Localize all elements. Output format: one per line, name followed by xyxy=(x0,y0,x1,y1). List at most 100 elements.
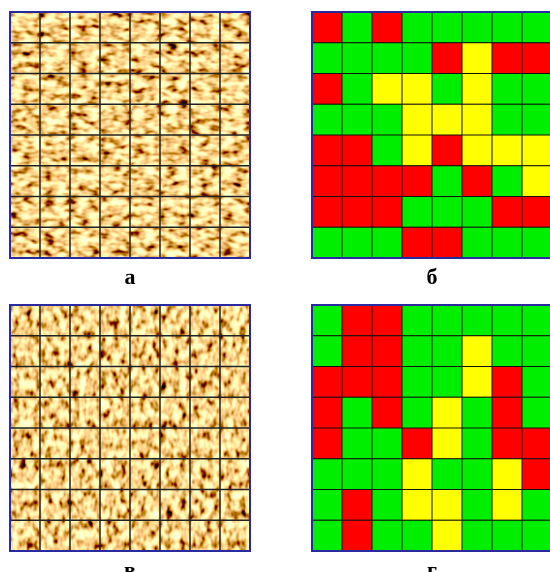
cell xyxy=(432,166,462,197)
panel-label: г xyxy=(427,557,437,572)
cell xyxy=(462,197,492,228)
cell xyxy=(342,336,372,367)
cell xyxy=(432,490,462,521)
cell xyxy=(492,520,522,551)
cell xyxy=(462,104,492,135)
cell xyxy=(522,459,550,490)
cell xyxy=(522,43,550,74)
cell xyxy=(342,367,372,398)
cell xyxy=(372,397,402,428)
cell xyxy=(402,367,432,398)
cell xyxy=(432,459,462,490)
cell xyxy=(312,43,342,74)
cell xyxy=(432,397,462,428)
cell xyxy=(342,166,372,197)
cell xyxy=(312,166,342,197)
cell xyxy=(522,428,550,459)
cell xyxy=(402,227,432,258)
cell xyxy=(312,104,342,135)
cell xyxy=(432,367,462,398)
cell xyxy=(522,397,550,428)
cell xyxy=(402,490,432,521)
cell xyxy=(342,305,372,336)
cell xyxy=(432,227,462,258)
panel: б xyxy=(312,12,550,289)
cell xyxy=(312,336,342,367)
cell xyxy=(522,336,550,367)
cell xyxy=(432,428,462,459)
cell xyxy=(492,428,522,459)
cell xyxy=(432,104,462,135)
cell xyxy=(372,459,402,490)
cell xyxy=(402,166,432,197)
cell xyxy=(342,397,372,428)
cell xyxy=(342,74,372,105)
cell xyxy=(372,43,402,74)
cell xyxy=(462,520,492,551)
cell xyxy=(372,428,402,459)
cell xyxy=(372,74,402,105)
cell xyxy=(462,135,492,166)
cell xyxy=(342,520,372,551)
cell xyxy=(492,166,522,197)
cell xyxy=(462,490,492,521)
cell xyxy=(432,336,462,367)
cell xyxy=(462,74,492,105)
cell xyxy=(522,166,550,197)
cell xyxy=(402,104,432,135)
cell xyxy=(432,135,462,166)
cell xyxy=(462,397,492,428)
cell xyxy=(522,135,550,166)
cell xyxy=(462,305,492,336)
cell xyxy=(312,197,342,228)
cell xyxy=(402,397,432,428)
cell xyxy=(342,459,372,490)
cell xyxy=(342,12,372,43)
cell xyxy=(342,490,372,521)
cell xyxy=(522,197,550,228)
panel: в xyxy=(10,305,250,572)
panel: а xyxy=(10,12,250,289)
cell xyxy=(312,305,342,336)
panels: а б в г xyxy=(10,12,550,572)
cell xyxy=(522,12,550,43)
cell xyxy=(492,459,522,490)
cell xyxy=(492,104,522,135)
cell xyxy=(492,43,522,74)
cell xyxy=(492,197,522,228)
figure: а б в г xyxy=(0,0,550,572)
cell xyxy=(462,166,492,197)
cell xyxy=(312,428,342,459)
cell xyxy=(402,520,432,551)
cell xyxy=(372,305,402,336)
cell xyxy=(432,43,462,74)
cell xyxy=(522,227,550,258)
cell xyxy=(402,305,432,336)
cell xyxy=(462,336,492,367)
cell xyxy=(342,227,372,258)
cell xyxy=(492,397,522,428)
cell xyxy=(492,305,522,336)
cell xyxy=(432,74,462,105)
cell xyxy=(312,135,342,166)
cell xyxy=(372,104,402,135)
cell xyxy=(402,459,432,490)
panel-label: в xyxy=(124,557,136,572)
cell xyxy=(432,520,462,551)
panel-label: а xyxy=(125,264,136,289)
cell xyxy=(312,490,342,521)
cell xyxy=(372,520,402,551)
cell xyxy=(522,104,550,135)
cell xyxy=(462,43,492,74)
cell xyxy=(372,135,402,166)
cell xyxy=(462,459,492,490)
cell xyxy=(312,227,342,258)
cell xyxy=(522,520,550,551)
cell xyxy=(402,12,432,43)
cell xyxy=(492,12,522,43)
cell xyxy=(522,74,550,105)
cell xyxy=(372,166,402,197)
cell xyxy=(372,12,402,43)
cell xyxy=(342,197,372,228)
cell xyxy=(342,104,372,135)
